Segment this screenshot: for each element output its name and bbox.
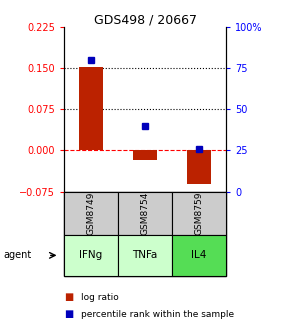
Text: GSM8749: GSM8749 [86,192,95,235]
Bar [133,151,157,160]
Text: IL4: IL4 [191,250,207,260]
Text: GSM8754: GSM8754 [140,192,150,235]
Text: agent: agent [3,250,31,260]
Bar [79,67,103,151]
Text: GSM8759: GSM8759 [195,192,204,235]
Text: percentile rank within the sample: percentile rank within the sample [81,310,234,319]
Text: GDS498 / 20667: GDS498 / 20667 [93,13,197,27]
Text: log ratio: log ratio [81,293,119,302]
Text: TNFa: TNFa [132,250,158,260]
Text: ■: ■ [64,309,73,319]
Bar [187,151,211,184]
Text: IFNg: IFNg [79,250,102,260]
Text: ■: ■ [64,292,73,302]
